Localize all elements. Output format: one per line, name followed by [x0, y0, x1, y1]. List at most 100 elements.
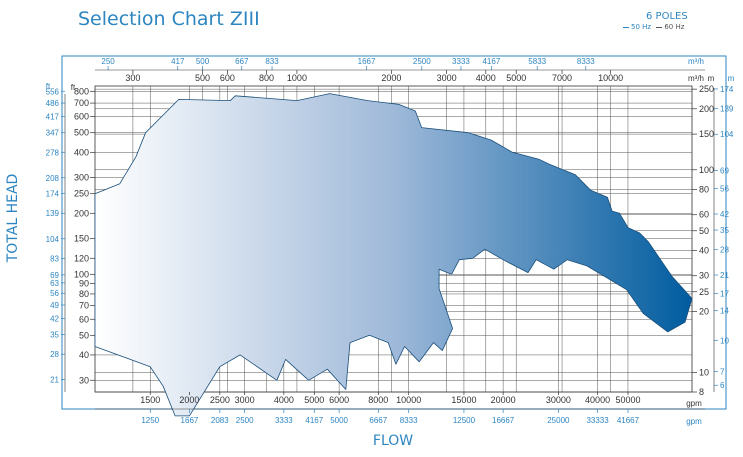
tick-label-left-black: 500: [74, 128, 89, 138]
tick-label-left-blue: 278: [46, 148, 60, 157]
tick-label-top-blue: 1667: [358, 57, 376, 66]
tick-label-left-black: 700: [74, 98, 89, 108]
tick-label-bottom-black: 1500: [140, 395, 160, 405]
unit-bottom-blue: gpm: [686, 417, 702, 426]
tick-label-top-black: 3000: [437, 73, 457, 83]
tick-label-bottom-blue: 1250: [141, 416, 159, 425]
tick-label-right-blue: 42: [720, 210, 729, 219]
tick-label-left-black: 300: [74, 173, 89, 183]
tick-label-right-black: 50: [699, 226, 709, 236]
tick-label-right-black: 8: [699, 387, 704, 397]
tick-label-left-black: 250: [74, 189, 89, 199]
tick-label-right-black: 25: [699, 287, 709, 297]
tick-label-top-blue: 2500: [413, 57, 431, 66]
tick-label-right-blue: 28: [720, 246, 729, 255]
tick-label-right-black: 20: [699, 306, 709, 316]
tick-label-bottom-black: 30000: [546, 395, 571, 405]
tick-label-top-blue: 250: [101, 57, 115, 66]
tick-label-right-blue: 14: [720, 307, 729, 316]
unit-right-blue: m: [728, 74, 735, 83]
tick-label-left-black: 30: [79, 375, 89, 385]
tick-label-left-blue: 35: [50, 331, 59, 340]
tick-label-left-blue: 174: [46, 189, 60, 198]
tick-label-right-black: 200: [699, 104, 714, 114]
tick-label-top-blue: 417: [171, 57, 185, 66]
tick-label-top-black: 2000: [381, 73, 401, 83]
tick-label-bottom-blue: 12500: [453, 416, 476, 425]
tick-label-left-blue: 21: [50, 376, 59, 385]
tick-label-right-black: 100: [699, 165, 714, 175]
tick-label-bottom-blue: 2500: [236, 416, 254, 425]
tick-label-left-blue: 486: [46, 99, 60, 108]
tick-label-left-blue: 208: [46, 174, 60, 183]
unit-bottom-black: gpm: [686, 399, 702, 408]
tick-label-bottom-blue: 3333: [275, 416, 293, 425]
tick-label-bottom-black: 2000: [179, 395, 199, 405]
tick-label-left-blue: 83: [50, 255, 59, 264]
poles-label: 6 POLES: [646, 11, 688, 22]
tick-label-left-black: 600: [74, 112, 89, 122]
tick-label-top-black: 4000: [476, 73, 496, 83]
unit-right-black: m: [708, 74, 715, 83]
tick-label-top-black: 600: [220, 73, 235, 83]
tick-label-bottom-blue: 41667: [617, 416, 640, 425]
legend-swatch-50hz: [623, 26, 629, 28]
tick-label-top-blue: 4167: [482, 57, 500, 66]
tick-label-bottom-black: 8000: [368, 395, 388, 405]
tick-label-left-black: 150: [74, 234, 89, 244]
tick-label-bottom-blue: 25000: [547, 416, 570, 425]
x-axis-label: FLOW: [372, 433, 414, 449]
tick-label-bottom-blue: 2083: [211, 416, 229, 425]
tick-label-left-black: 80: [79, 289, 89, 299]
legend-label-60hz: 60 Hz: [664, 23, 685, 31]
tick-label-bottom-blue: 16667: [492, 416, 515, 425]
tick-label-right-blue: 17: [720, 290, 729, 299]
axis-tick-labels: 250 417 500 667 833 1667 2500 3333 4167 5833 8333 m…: [46, 57, 735, 426]
tick-label-bottom-black: 50000: [615, 395, 640, 405]
tick-label-bottom-blue: 6667: [369, 416, 387, 425]
tick-label-bottom-black: 20000: [491, 395, 516, 405]
tick-label-bottom-black: 15000: [451, 395, 476, 405]
tick-label-right-blue: 174: [720, 85, 734, 94]
tick-label-bottom-black: 40000: [585, 395, 610, 405]
tick-label-bottom-blue: 1667: [181, 416, 199, 425]
tick-label-left-black: 70: [79, 301, 89, 311]
tick-label-top-blue: 3333: [452, 57, 470, 66]
legend-item-60hz: 60 Hz: [656, 23, 684, 31]
legend-swatch-60hz: [656, 26, 663, 28]
unit-top-black: m³/h: [688, 74, 704, 83]
tick-label-top-black: 800: [259, 73, 274, 83]
tick-label-bottom-black: 5000: [304, 395, 324, 405]
tick-label-top-blue: 8333: [577, 57, 595, 66]
tick-label-bottom-black: 2500: [210, 395, 230, 405]
tick-label-top-black: 7000: [552, 73, 572, 83]
tick-label-left-black: 40: [79, 350, 89, 360]
tick-label-left-black: 200: [74, 208, 89, 218]
tick-label-left-black: 100: [74, 269, 89, 279]
tick-label-bottom-black: 10000: [396, 395, 421, 405]
chart-title: Selection Chart ZIII: [78, 8, 260, 30]
tick-label-right-black: 40: [699, 245, 709, 255]
tick-label-right-black: 150: [699, 129, 714, 139]
tick-label-left-black: 60: [79, 314, 89, 324]
tick-label-right-black: 60: [699, 210, 709, 220]
tick-label-left-blue: 417: [46, 113, 60, 122]
tick-label-top-blue: 667: [235, 57, 249, 66]
tick-label-bottom-black: 4000: [274, 395, 294, 405]
tick-label-right-black: 10: [699, 367, 709, 377]
tick-label-left-blue: 49: [50, 301, 59, 310]
tick-label-top-black: 5000: [506, 73, 526, 83]
tick-label-bottom-blue: 8333: [400, 416, 418, 425]
tick-label-right-black: 80: [699, 184, 709, 194]
tick-label-right-blue: 6: [720, 381, 725, 390]
legend: 50 Hz 60 Hz: [623, 23, 687, 31]
tick-label-left-black: 50: [79, 330, 89, 340]
tick-label-right-blue: 56: [720, 185, 729, 194]
axis-ticks: [61, 66, 718, 413]
tick-label-top-blue: 500: [196, 57, 210, 66]
tick-label-left-blue: 56: [50, 289, 59, 298]
tick-label-left-blue: 104: [46, 235, 60, 244]
tick-label-left-black: 90: [79, 279, 89, 289]
tick-label-right-blue: 69: [720, 166, 729, 175]
